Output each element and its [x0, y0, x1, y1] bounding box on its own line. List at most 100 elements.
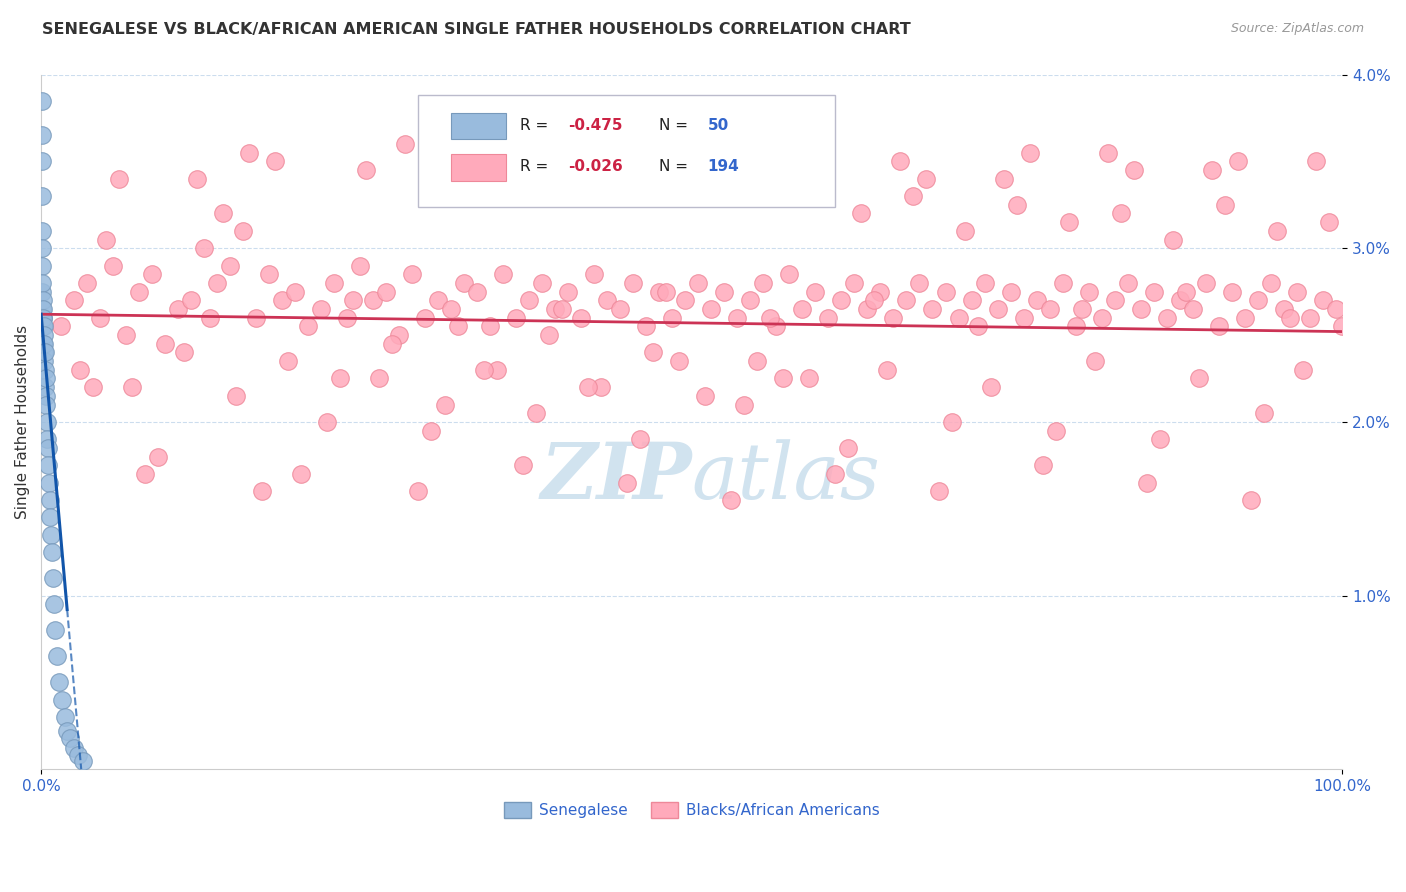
Legend: Senegalese, Blacks/African Americans: Senegalese, Blacks/African Americans: [498, 796, 886, 824]
Point: [114, 328, 136, 343]
Point: [1032, 458, 1054, 473]
Point: [69, 363, 91, 377]
Point: [62, 741, 84, 756]
Point: [1233, 310, 1256, 325]
Point: [238, 145, 260, 160]
Point: [37, 441, 59, 455]
Point: [1188, 371, 1211, 385]
Point: [636, 319, 658, 334]
Point: [941, 415, 963, 429]
Point: [121, 380, 143, 394]
Point: [35, 415, 58, 429]
Point: [512, 458, 534, 473]
Point: [1012, 310, 1035, 325]
Point: [264, 154, 287, 169]
Point: [1005, 198, 1028, 212]
Point: [413, 310, 436, 325]
Point: [583, 267, 606, 281]
Point: [1156, 310, 1178, 325]
Point: [48, 675, 70, 690]
Point: [1091, 310, 1114, 325]
Point: [1097, 145, 1119, 160]
Text: R =: R =: [520, 160, 548, 175]
Point: [180, 293, 202, 308]
Point: [440, 301, 463, 316]
Point: [479, 319, 502, 334]
Point: [309, 301, 332, 316]
Text: R =: R =: [520, 118, 548, 133]
Point: [34, 363, 56, 377]
Point: [569, 310, 592, 325]
Text: SENEGALESE VS BLACK/AFRICAN AMERICAN SINGLE FATHER HOUSEHOLDS CORRELATION CHART: SENEGALESE VS BLACK/AFRICAN AMERICAN SIN…: [42, 22, 911, 37]
Point: [934, 285, 956, 299]
Point: [1324, 301, 1347, 316]
Point: [621, 276, 644, 290]
FancyBboxPatch shape: [451, 154, 506, 181]
Point: [200, 310, 222, 325]
Point: [1220, 285, 1243, 299]
Point: [485, 363, 508, 377]
Point: [56, 724, 79, 739]
Point: [82, 380, 104, 394]
Point: [1319, 215, 1341, 229]
Point: [34, 345, 56, 359]
Point: [349, 259, 371, 273]
Point: [641, 345, 664, 359]
Point: [901, 189, 924, 203]
Point: [31, 241, 53, 255]
Point: [37, 458, 59, 473]
Point: [34, 354, 56, 368]
Point: [42, 571, 65, 585]
Point: [1305, 154, 1327, 169]
Point: [673, 293, 696, 308]
Point: [34, 380, 56, 394]
Point: [889, 154, 911, 169]
Point: [225, 389, 247, 403]
FancyBboxPatch shape: [451, 112, 506, 139]
Point: [31, 94, 53, 108]
Point: [745, 354, 768, 368]
Point: [505, 310, 527, 325]
Point: [596, 293, 619, 308]
Point: [53, 710, 76, 724]
Point: [51, 693, 73, 707]
Point: [1104, 293, 1126, 308]
Text: -0.026: -0.026: [568, 160, 623, 175]
Point: [89, 310, 111, 325]
Point: [967, 319, 990, 334]
Point: [35, 389, 58, 403]
Point: [31, 259, 53, 273]
Point: [733, 398, 755, 412]
Point: [1109, 206, 1132, 220]
Point: [720, 493, 742, 508]
Point: [66, 748, 89, 763]
Point: [1116, 276, 1139, 290]
Point: [1272, 301, 1295, 316]
Point: [896, 293, 918, 308]
Point: [537, 328, 560, 343]
Point: [39, 510, 62, 524]
Point: [980, 380, 1002, 394]
Point: [1168, 293, 1191, 308]
Point: [72, 754, 94, 768]
Text: 50: 50: [707, 118, 728, 133]
Point: [388, 328, 411, 343]
Point: [472, 363, 495, 377]
Point: [31, 224, 53, 238]
Point: [1265, 224, 1288, 238]
Point: [1136, 475, 1159, 490]
Point: [1247, 293, 1270, 308]
Point: [524, 406, 547, 420]
Point: [31, 310, 53, 325]
Point: [772, 371, 794, 385]
Point: [1175, 285, 1198, 299]
Point: [785, 163, 807, 178]
Point: [564, 171, 586, 186]
Point: [811, 154, 834, 169]
Point: [134, 467, 156, 481]
Point: [1312, 293, 1334, 308]
Point: [356, 163, 378, 178]
Point: [394, 136, 416, 151]
Point: [205, 276, 228, 290]
Text: -0.475: -0.475: [568, 118, 623, 133]
